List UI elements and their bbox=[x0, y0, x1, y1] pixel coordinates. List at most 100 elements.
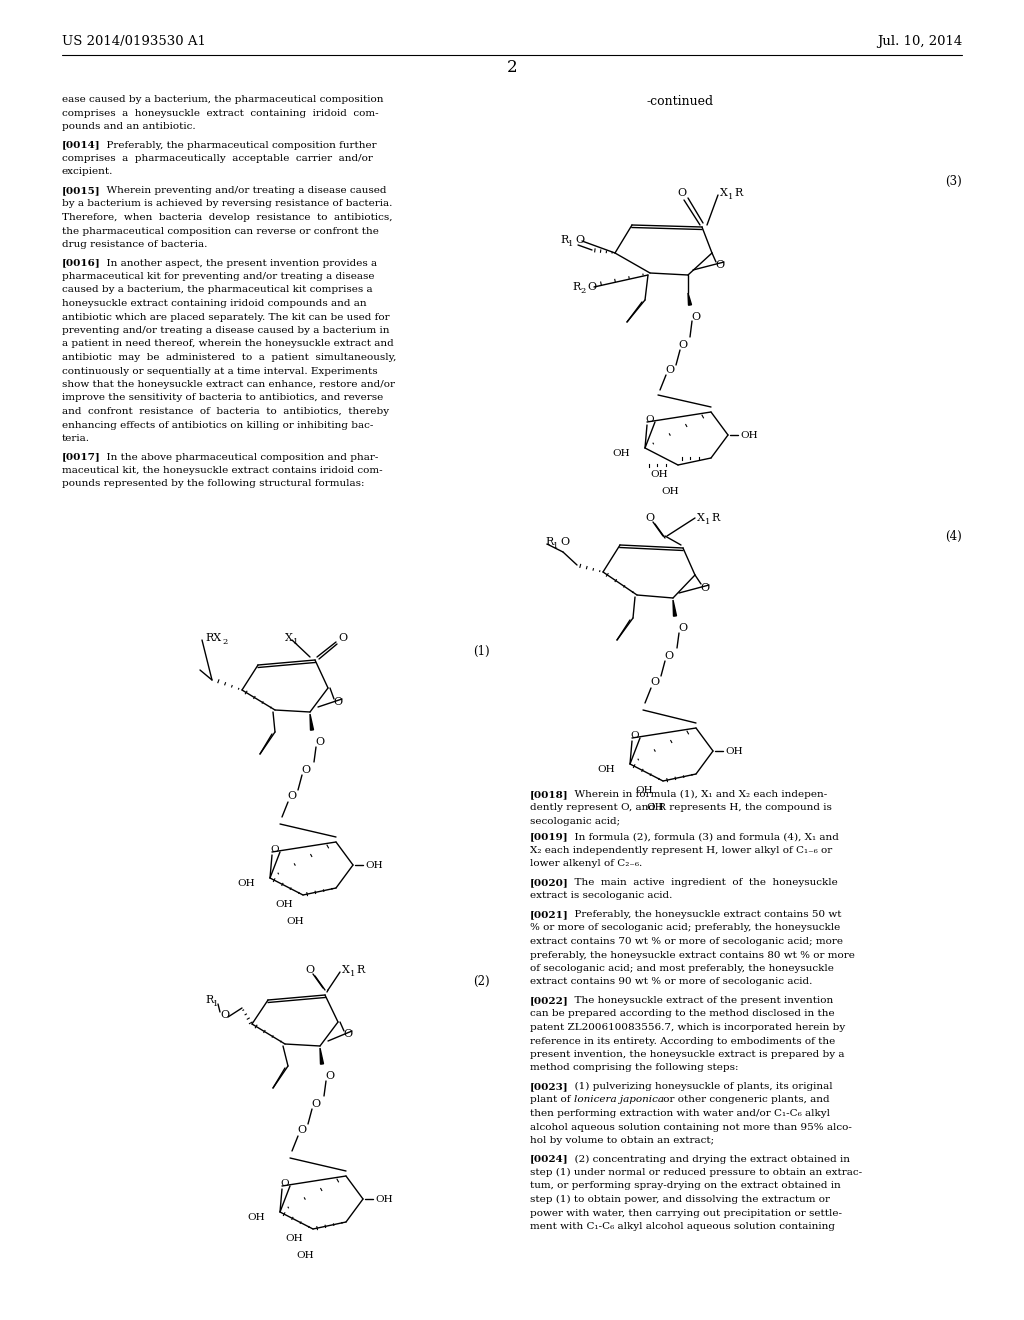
Text: and  confront  resistance  of  bacteria  to  antibiotics,  thereby: and confront resistance of bacteria to a… bbox=[62, 407, 389, 416]
Text: 1: 1 bbox=[213, 1001, 218, 1008]
Text: or other congeneric plants, and: or other congeneric plants, and bbox=[660, 1096, 829, 1105]
Text: [0022]: [0022] bbox=[530, 997, 568, 1005]
Text: % or more of secologanic acid; preferably, the honeysuckle: % or more of secologanic acid; preferabl… bbox=[530, 924, 841, 932]
Text: RX: RX bbox=[205, 634, 221, 643]
Text: O: O bbox=[575, 235, 584, 246]
Text: -continued: -continued bbox=[646, 95, 714, 108]
Text: pounds and an antibiotic.: pounds and an antibiotic. bbox=[62, 121, 196, 131]
Text: the pharmaceutical composition can reverse or confront the: the pharmaceutical composition can rever… bbox=[62, 227, 379, 235]
Text: preferably, the honeysuckle extract contains 80 wt % or more: preferably, the honeysuckle extract cont… bbox=[530, 950, 855, 960]
Text: OH: OH bbox=[275, 900, 293, 909]
Text: Therefore,  when  bacteria  develop  resistance  to  antibiotics,: Therefore, when bacteria develop resista… bbox=[62, 213, 392, 222]
Text: X: X bbox=[342, 965, 350, 975]
Text: method comprising the following steps:: method comprising the following steps: bbox=[530, 1064, 738, 1072]
Text: improve the sensitivity of bacteria to antibiotics, and reverse: improve the sensitivity of bacteria to a… bbox=[62, 393, 383, 403]
Text: O: O bbox=[700, 583, 710, 593]
Text: R: R bbox=[356, 965, 365, 975]
Text: OH: OH bbox=[286, 917, 304, 927]
Polygon shape bbox=[310, 714, 313, 730]
Text: (2) concentrating and drying the extract obtained in: (2) concentrating and drying the extract… bbox=[568, 1155, 850, 1164]
Text: X: X bbox=[720, 187, 728, 198]
Text: O: O bbox=[220, 1010, 229, 1020]
Text: OH: OH bbox=[740, 430, 758, 440]
Text: O: O bbox=[288, 791, 297, 801]
Text: excipient.: excipient. bbox=[62, 168, 114, 177]
Polygon shape bbox=[673, 601, 677, 616]
Text: [0017]: [0017] bbox=[62, 453, 100, 462]
Text: US 2014/0193530 A1: US 2014/0193530 A1 bbox=[62, 36, 206, 49]
Text: OH: OH bbox=[238, 879, 255, 887]
Text: OH: OH bbox=[365, 861, 383, 870]
Text: (3): (3) bbox=[945, 176, 962, 187]
Text: antibiotic which are placed separately. The kit can be used for: antibiotic which are placed separately. … bbox=[62, 313, 389, 322]
Text: X₂ each independently represent H, lower alkyl of C₁₋₆ or: X₂ each independently represent H, lower… bbox=[530, 846, 833, 855]
Text: extract contains 70 wt % or more of secologanic acid; more: extract contains 70 wt % or more of seco… bbox=[530, 937, 843, 946]
Text: step (1) under normal or reduced pressure to obtain an extrac-: step (1) under normal or reduced pressur… bbox=[530, 1168, 862, 1177]
Text: pounds represented by the following structural formulas:: pounds represented by the following stru… bbox=[62, 479, 365, 488]
Text: [0014]: [0014] bbox=[62, 140, 100, 149]
Text: power with water, then carrying out precipitation or settle-: power with water, then carrying out prec… bbox=[530, 1209, 842, 1217]
Text: O: O bbox=[666, 366, 675, 375]
Text: 1: 1 bbox=[728, 193, 733, 201]
Text: R: R bbox=[572, 282, 581, 292]
Text: patent ZL200610083556.7, which is incorporated herein by: patent ZL200610083556.7, which is incorp… bbox=[530, 1023, 845, 1032]
Text: Jul. 10, 2014: Jul. 10, 2014 bbox=[877, 36, 962, 49]
Text: OH: OH bbox=[662, 487, 679, 496]
Text: 2: 2 bbox=[222, 638, 227, 645]
Text: step (1) to obtain power, and dissolving the extractum or: step (1) to obtain power, and dissolving… bbox=[530, 1195, 830, 1204]
Text: R: R bbox=[560, 235, 568, 246]
Text: X: X bbox=[285, 634, 293, 643]
Text: O: O bbox=[679, 623, 687, 634]
Text: 2: 2 bbox=[580, 286, 586, 294]
Text: In formula (2), formula (3) and formula (4), X₁ and: In formula (2), formula (3) and formula … bbox=[568, 833, 839, 842]
Text: OH: OH bbox=[285, 1234, 303, 1243]
Text: O: O bbox=[334, 697, 343, 708]
Text: The  main  active  ingredient  of  the  honeysuckle: The main active ingredient of the honeys… bbox=[568, 878, 838, 887]
Text: 1: 1 bbox=[553, 543, 558, 550]
Text: teria.: teria. bbox=[62, 434, 90, 444]
Text: of secologanic acid; and most preferably, the honeysuckle: of secologanic acid; and most preferably… bbox=[530, 964, 834, 973]
Text: [0018]: [0018] bbox=[530, 789, 568, 799]
Text: OH: OH bbox=[612, 449, 630, 458]
Text: maceutical kit, the honeysuckle extract contains iridoid com-: maceutical kit, the honeysuckle extract … bbox=[62, 466, 383, 475]
Text: O: O bbox=[587, 282, 596, 292]
Text: continuously or sequentially at a time interval. Experiments: continuously or sequentially at a time i… bbox=[62, 367, 378, 375]
Text: drug resistance of bacteria.: drug resistance of bacteria. bbox=[62, 240, 208, 249]
Text: O: O bbox=[716, 260, 725, 271]
Text: OH: OH bbox=[597, 764, 615, 774]
Text: lonicera japonica: lonicera japonica bbox=[574, 1096, 664, 1105]
Text: O: O bbox=[301, 766, 310, 775]
Text: (1): (1) bbox=[473, 645, 490, 657]
Text: Wherein in formula (1), X₁ and X₂ each indepen-: Wherein in formula (1), X₁ and X₂ each i… bbox=[568, 789, 827, 799]
Text: 1: 1 bbox=[705, 517, 711, 525]
Text: O: O bbox=[678, 187, 686, 198]
Text: preventing and/or treating a disease caused by a bacterium in: preventing and/or treating a disease cau… bbox=[62, 326, 389, 335]
Text: comprises  a  pharmaceutically  acceptable  carrier  and/or: comprises a pharmaceutically acceptable … bbox=[62, 154, 373, 162]
Text: honeysuckle extract containing iridoid compounds and an: honeysuckle extract containing iridoid c… bbox=[62, 300, 367, 308]
Text: [0024]: [0024] bbox=[530, 1155, 568, 1163]
Text: present invention, the honeysuckle extract is prepared by a: present invention, the honeysuckle extra… bbox=[530, 1049, 845, 1059]
Text: R: R bbox=[711, 513, 719, 523]
Text: O: O bbox=[281, 1180, 290, 1188]
Text: secologanic acid;: secologanic acid; bbox=[530, 817, 621, 826]
Text: a patient in need thereof, wherein the honeysuckle extract and: a patient in need thereof, wherein the h… bbox=[62, 339, 394, 348]
Text: [0023]: [0023] bbox=[530, 1082, 568, 1092]
Text: ease caused by a bacterium, the pharmaceutical composition: ease caused by a bacterium, the pharmace… bbox=[62, 95, 384, 104]
Text: then performing extraction with water and/or C₁-C₆ alkyl: then performing extraction with water an… bbox=[530, 1109, 830, 1118]
Text: OH: OH bbox=[635, 785, 652, 795]
Text: O: O bbox=[305, 965, 314, 975]
Text: alcohol aqueous solution containing not more than 95% alco-: alcohol aqueous solution containing not … bbox=[530, 1122, 852, 1131]
Text: by a bacterium is achieved by reversing resistance of bacteria.: by a bacterium is achieved by reversing … bbox=[62, 199, 392, 209]
Text: 2: 2 bbox=[507, 59, 517, 77]
Text: can be prepared according to the method disclosed in the: can be prepared according to the method … bbox=[530, 1010, 835, 1019]
Text: [0015]: [0015] bbox=[62, 186, 100, 195]
Text: O: O bbox=[343, 1030, 352, 1039]
Text: (1) pulverizing honeysuckle of plants, its original: (1) pulverizing honeysuckle of plants, i… bbox=[568, 1082, 833, 1092]
Text: R: R bbox=[734, 187, 742, 198]
Text: OH: OH bbox=[725, 747, 742, 755]
Text: O: O bbox=[297, 1125, 306, 1135]
Polygon shape bbox=[319, 1048, 324, 1064]
Text: extract contains 90 wt % or more of secologanic acid.: extract contains 90 wt % or more of seco… bbox=[530, 978, 812, 986]
Text: enhancing effects of antibiotics on killing or inhibiting bac-: enhancing effects of antibiotics on kill… bbox=[62, 421, 374, 429]
Text: OH: OH bbox=[296, 1251, 313, 1261]
